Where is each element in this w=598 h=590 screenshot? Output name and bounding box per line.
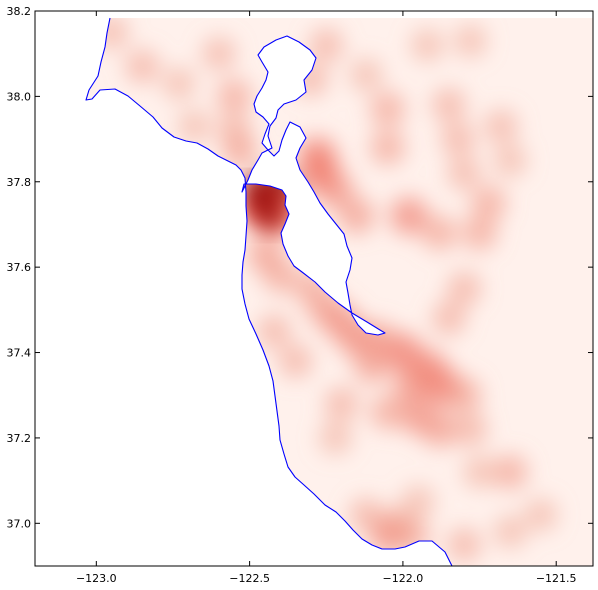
heat-spot xyxy=(393,368,431,406)
heat-spot xyxy=(349,58,383,92)
heat-spot xyxy=(278,344,313,379)
heat-spot xyxy=(317,171,354,209)
heat-spot xyxy=(390,196,428,235)
heat-spot xyxy=(463,455,497,489)
heat-spot xyxy=(447,271,482,306)
x-tick-label: −122.0 xyxy=(383,572,424,585)
heat-spot xyxy=(369,517,407,555)
heat-spot xyxy=(441,122,476,157)
heat-spot xyxy=(484,109,518,144)
heat-spot xyxy=(421,411,458,448)
y-axis: 37.0 37.2 37.4 37.6 37.8 38.0 38.2 xyxy=(7,5,593,530)
heat-spot xyxy=(257,314,292,349)
y-tick-label: 37.2 xyxy=(7,432,32,445)
heat-spot xyxy=(309,28,344,63)
y-tick-label: 38.0 xyxy=(7,90,32,103)
heat-spot xyxy=(370,91,406,127)
heat-spot xyxy=(202,36,236,71)
coastline xyxy=(85,17,453,566)
heat-spot xyxy=(493,515,527,549)
heat-spot xyxy=(453,24,487,58)
x-tick-label: −122.5 xyxy=(229,572,270,585)
heat-spot xyxy=(431,87,466,122)
heat-layer xyxy=(94,18,558,562)
x-axis: −123.0 −122.5 −122.0 −121.5 xyxy=(76,11,577,585)
heat-core xyxy=(242,178,285,233)
heat-spot xyxy=(222,134,258,170)
y-tick-label: 37.8 xyxy=(7,176,32,189)
heat-spot xyxy=(370,130,406,166)
heat-spot xyxy=(493,143,527,177)
heat-spot xyxy=(422,215,458,251)
axes-frame xyxy=(34,10,594,567)
heat-spot xyxy=(216,78,252,114)
heat-spot xyxy=(319,421,352,455)
heat-spot xyxy=(447,156,482,190)
heat-spot xyxy=(446,377,482,413)
y-tick-label: 38.2 xyxy=(7,5,32,18)
heat-spot xyxy=(447,527,482,562)
y-tick-label: 37.6 xyxy=(7,261,32,274)
heat-spot xyxy=(297,136,337,176)
y-tick-label: 37.4 xyxy=(7,347,32,360)
y-tick-label: 37.0 xyxy=(7,517,32,530)
heat-spot xyxy=(246,236,283,273)
heat-peak xyxy=(242,178,285,233)
heat-spot xyxy=(453,412,488,447)
heat-spot xyxy=(125,49,160,84)
heat-spot xyxy=(524,498,558,532)
heat-spot xyxy=(410,28,444,62)
plot-area xyxy=(35,11,593,566)
heat-spot xyxy=(462,215,498,251)
heat-spot xyxy=(431,301,466,336)
heat-spot xyxy=(492,454,528,490)
heat-spot xyxy=(177,109,211,143)
heat-spot xyxy=(471,185,507,221)
x-tick-label: −121.5 xyxy=(536,572,577,585)
x-tick-label: −123.0 xyxy=(76,572,117,585)
heat-spot xyxy=(370,394,406,430)
heat-spot xyxy=(338,197,375,234)
heat-spot xyxy=(162,67,196,101)
heat-spot xyxy=(324,386,359,421)
heat-spot xyxy=(401,485,435,519)
